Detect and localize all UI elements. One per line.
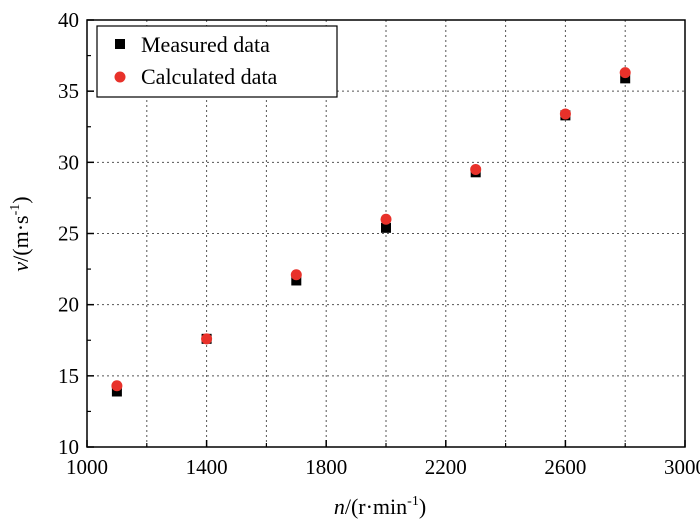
y-axis-title: v/(m·s-1) xyxy=(8,196,33,271)
measured-data-point xyxy=(291,275,302,286)
y-tick-label: 35 xyxy=(58,79,79,103)
x-tick-label: 1400 xyxy=(186,455,228,479)
calculated-data-point xyxy=(201,333,213,345)
x-tick-label: 3000 xyxy=(664,455,700,479)
legend: Measured data Calculated data xyxy=(96,25,338,98)
tick-labels: 1000 1400 1800 2200 2600 3000 10 15 20 25 30 35 40 xyxy=(58,8,700,479)
x-axis-title: n/(r·min-1) xyxy=(334,494,426,519)
measured-data-point xyxy=(620,73,631,84)
calculated-data-point xyxy=(111,380,123,392)
x-tick-label: 2600 xyxy=(544,455,586,479)
legend-box xyxy=(96,25,338,98)
calculated-data-point xyxy=(380,213,392,225)
legend-measured-label: Measured data xyxy=(141,32,270,57)
data-markers xyxy=(111,67,631,397)
y-tick-label: 15 xyxy=(58,364,79,388)
x-tick-label: 2200 xyxy=(425,455,467,479)
calculated-data-point xyxy=(470,163,482,175)
x-tick-label: 1000 xyxy=(66,455,108,479)
measured-data-point xyxy=(381,222,391,233)
legend-measured-marker xyxy=(115,39,125,49)
y-tick-label: 10 xyxy=(58,435,79,459)
y-tick-label: 25 xyxy=(58,222,79,246)
calculated-data-point xyxy=(559,108,571,120)
y-tick-label: 40 xyxy=(58,8,79,32)
plot-area-frame xyxy=(86,19,686,448)
legend-calculated-marker xyxy=(114,71,126,83)
x-tick-label: 1800 xyxy=(305,455,347,479)
calculated-data-point xyxy=(619,67,631,79)
legend-calculated-label: Calculated data xyxy=(141,64,277,89)
calculated-data-point xyxy=(290,269,302,281)
y-tick-label: 20 xyxy=(58,293,79,317)
measured-data-point xyxy=(111,386,122,397)
y-tick-label: 30 xyxy=(58,150,79,174)
